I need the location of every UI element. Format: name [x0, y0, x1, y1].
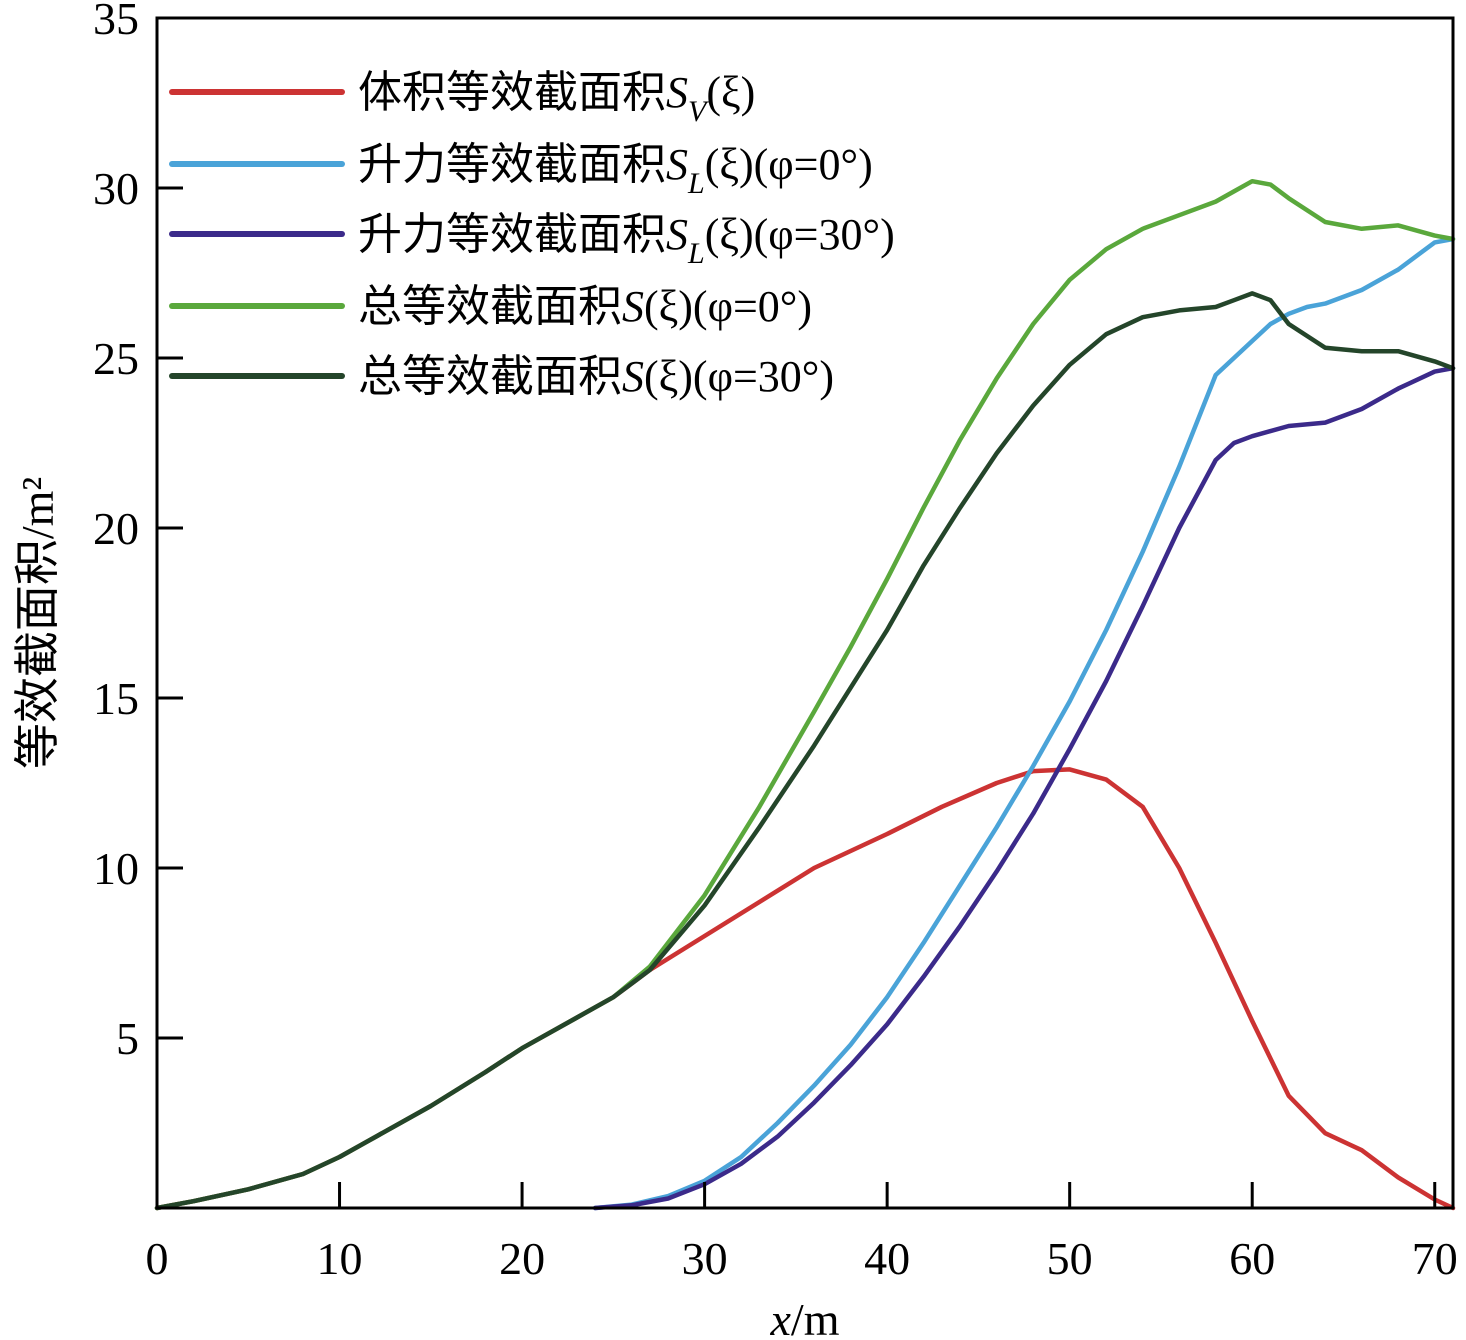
series-layer	[154, 178, 1456, 1211]
x-tick-label: 60	[1229, 1233, 1275, 1284]
x-tick-label: 40	[864, 1233, 910, 1284]
x-tick-label: 70	[1412, 1233, 1458, 1284]
y-tick-label: 30	[93, 163, 139, 214]
legend-label-4: 总等效截面积S(ξ)(φ=0°)	[358, 282, 812, 331]
y-tick-label: 10	[93, 843, 139, 894]
series-line-5	[154, 291, 1456, 1211]
series-line-1	[154, 767, 1456, 1211]
x-tick-label: 10	[317, 1233, 363, 1284]
legend-label-5: 总等效截面积S(ξ)(φ=30°)	[358, 352, 834, 401]
y-tick-label: 20	[93, 503, 139, 554]
series-line-3	[592, 365, 1456, 1211]
x-tick-label: 50	[1047, 1233, 1093, 1284]
y-tick-label: 5	[116, 1013, 139, 1064]
plot-frame	[155, 16, 1455, 1210]
legend-label-3: 升力等效截面积SL(ξ)(φ=30°)	[358, 210, 895, 270]
series-line-2	[592, 236, 1456, 1211]
legend-label-2: 升力等效截面积SL(ξ)(φ=0°)	[358, 140, 873, 200]
x-axis-title: x/m	[770, 1294, 840, 1340]
x-tick-label: 20	[499, 1233, 545, 1284]
y-tick-label: 35	[93, 0, 139, 44]
x-tick-label: 0	[146, 1233, 169, 1284]
x-tick-label: 30	[682, 1233, 728, 1284]
legend: 体积等效截面积SV(ξ) 升力等效截面积SL(ξ)(φ=0°) 升力等效截面积SL(…	[169, 68, 895, 401]
legend-label-1: 体积等效截面积SV(ξ)	[358, 68, 755, 128]
y-tick-label: 15	[93, 673, 139, 724]
y-tick-label: 25	[93, 333, 139, 384]
ticks-layer: 0 10 20 30 40 50 60 70 5 10 15 20 25 30 35	[93, 0, 1458, 1284]
y-axis-title: 等效截面积/m²	[12, 477, 63, 769]
